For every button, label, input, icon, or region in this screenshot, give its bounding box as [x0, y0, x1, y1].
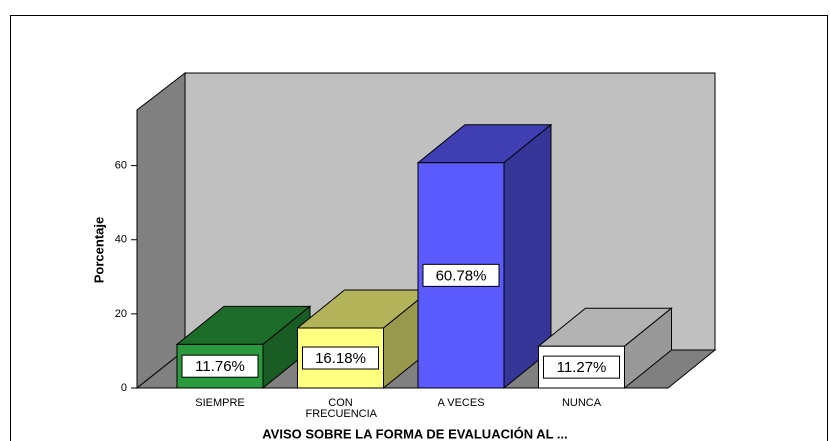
y-tick-label: 0: [121, 382, 127, 394]
value-label-box: [422, 263, 500, 287]
value-label-box: [181, 354, 259, 378]
chart-title: AVISO SOBRE LA FORMA DE EVALUACIÓN AL ..…: [262, 426, 568, 441]
x-tick-label: A VECES: [437, 397, 485, 409]
value-label-box: [543, 355, 620, 379]
y-axis-label: Porcentaje: [91, 217, 106, 283]
y-tick-label: 40: [115, 234, 127, 246]
x-tick-label: CON FRECUENCIA: [305, 397, 378, 420]
value-label: 11.76%: [195, 358, 245, 375]
value-label: 16.18%: [315, 350, 366, 367]
y-tick-label: 60: [115, 160, 127, 172]
value-label: 11.27%: [557, 359, 607, 376]
x-tick-label: NUNCA: [561, 397, 602, 409]
value-label-box: [302, 346, 379, 370]
value-label: 60.78%: [436, 267, 487, 284]
side-wall: [136, 71, 186, 390]
y-tick-label: 20: [115, 308, 127, 320]
x-tick-label: SIEMPRE: [195, 397, 245, 409]
